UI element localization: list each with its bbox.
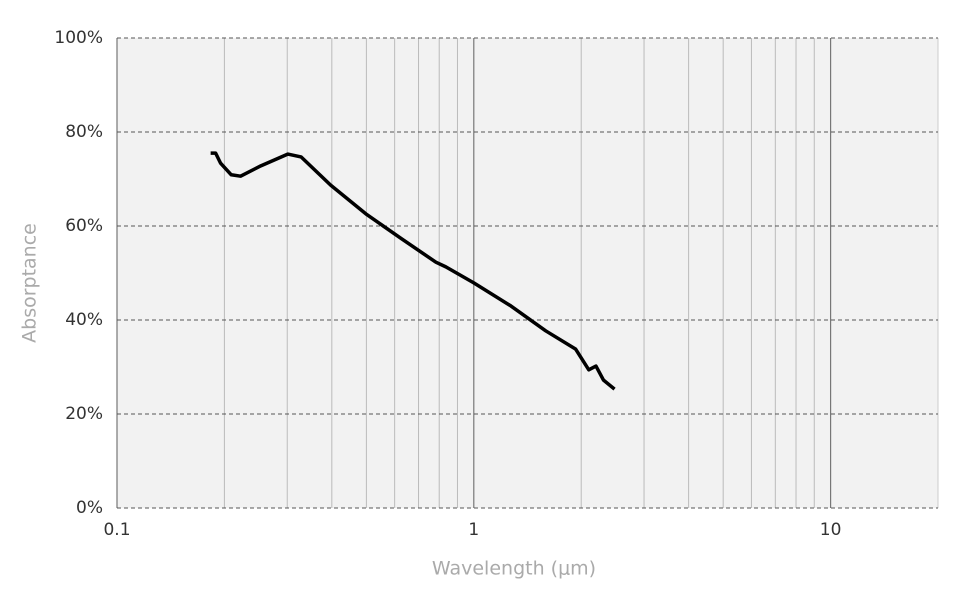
x-tick-label: 1 bbox=[468, 520, 479, 540]
y-tick-label: 40% bbox=[65, 310, 103, 330]
y-tick-label: 60% bbox=[65, 216, 103, 236]
y-tick-label: 20% bbox=[65, 404, 103, 424]
y-tick-label: 100% bbox=[54, 28, 103, 48]
x-tick-label: 0.1 bbox=[103, 520, 130, 540]
y-tick-label: 0% bbox=[76, 498, 103, 518]
x-tick-label: 10 bbox=[820, 520, 842, 540]
plot-background bbox=[117, 38, 938, 508]
y-axis-label: Absorptance bbox=[19, 223, 41, 343]
x-axis-label: Wavelength (μm) bbox=[432, 558, 596, 580]
line bbox=[210, 151, 616, 391]
y-tick-label: 80% bbox=[65, 122, 103, 142]
